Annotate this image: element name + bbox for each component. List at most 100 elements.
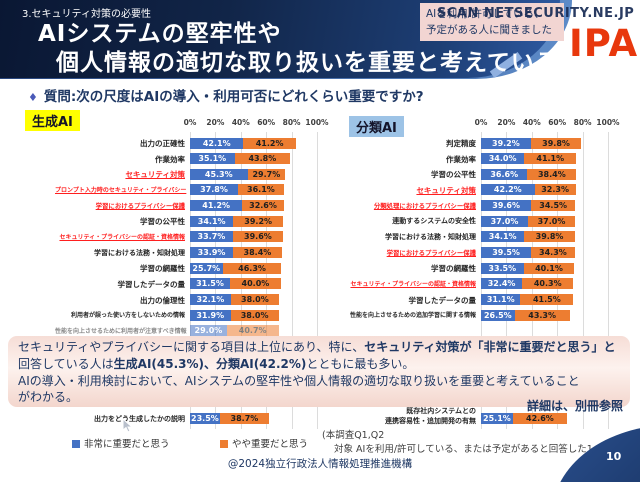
chart-row-label-line: 分類処理におけるプライバシー保護 <box>373 201 476 210</box>
summary-text-run: セキュリティ対策が「非常に重要だと思う」と <box>364 340 616 354</box>
axis-tick-label: 0% <box>474 118 488 127</box>
bar-somewhat-important: 36.1% <box>238 184 284 196</box>
chart-row-label-line: 利用者が誤った使い方をしないための情報 <box>70 312 185 320</box>
bar-very-important: 41.2% <box>190 200 243 212</box>
bar-very-important: 31.5% <box>190 278 230 290</box>
bar-somewhat-important: 40.3% <box>522 278 574 290</box>
legend-swatch-somewhat-icon <box>220 440 228 448</box>
bar-very-important: 45.3% <box>190 168 248 180</box>
chart-row-label-line: 学習におけるプライバシー保護 <box>386 248 476 257</box>
chart-row-label-line: 学習における法務・知財処理 <box>94 248 185 257</box>
chart-row-label-line: 学習の網羅性 <box>140 264 185 274</box>
bar-somewhat-important: 40.0% <box>230 278 281 290</box>
chart-row-label: 作業効率 <box>55 155 185 165</box>
bar-very-important: 33.5% <box>481 262 524 274</box>
footer-copyright: @2024独立行政法人情報処理推進機構 <box>227 458 413 470</box>
bar-very-important: 32.4% <box>481 278 523 290</box>
chart-row-label-line: 連動するシステムの安全性 <box>392 217 476 226</box>
page-number: 10 <box>606 450 622 463</box>
bar-somewhat-important: 40.1% <box>523 262 575 274</box>
bar-very-important: 31.9% <box>190 309 231 321</box>
chart-row-label-line: 連携容易性・追加開発の有無 <box>385 416 476 425</box>
summary-text-run: セキュリティやプライバシーに関する項目は上位にあり、特に、 <box>18 340 365 354</box>
bar-somewhat-important: 43.8% <box>234 153 291 165</box>
watermark: SCAN NETSECURITY.NE.JP <box>437 6 635 21</box>
summary-text-run: とともに最も多い。 <box>306 356 415 371</box>
bar-somewhat-important: 29.7% <box>247 168 286 180</box>
summary-text-run: AIの導入・利用検討において、AIシステムの堅牢性や個人情報の適切な取り扱いを重… <box>18 373 580 388</box>
summary-text-run: 回答している人は <box>18 356 114 371</box>
chart-row-label-line: 出力をどう生成したかの説明 <box>94 414 185 423</box>
bar-somewhat-important: 38.7% <box>219 413 269 424</box>
chart-row-label-line: セキュリティ対策 <box>125 170 185 180</box>
chart-row-label: 利用者が誤った使い方をしないための情報 <box>55 311 185 321</box>
axis-tick-label: 60% <box>257 118 276 127</box>
chart-row-label: 作業効率 <box>346 155 476 165</box>
chart-row-label-line: 既存社内システムとの <box>406 407 476 415</box>
gridline <box>582 132 584 429</box>
legend-label-somewhat: やや重要だと思う <box>232 439 309 450</box>
chart-row-label: 性能を向上させるために利用者が注意すべき情報 <box>55 327 187 337</box>
bar-very-important: 29.0% <box>190 325 227 337</box>
legend-swatch-very-icon <box>72 440 80 448</box>
chart-row-label: 学習における法務・知財処理 <box>346 233 476 243</box>
chart-row-label-line: 性能を向上させるための追加学習に関する情報 <box>349 312 476 320</box>
chart-row-label-line: 性能を向上させるために利用者が注意すべき情報 <box>55 327 187 335</box>
bar-somewhat-important: 37.0% <box>527 215 575 227</box>
chart-row-label: 学習の公平性 <box>346 170 476 180</box>
chart-row-label: 学習の網羅性 <box>346 264 476 274</box>
chart-row-label-line: 判定精度 <box>446 139 476 148</box>
bar-somewhat-important: 41.2% <box>243 137 296 149</box>
label-classification-ai: 分類AI <box>349 116 404 137</box>
bar-somewhat-important: 39.6% <box>232 231 284 243</box>
chart-row-label-line: 作業効率 <box>155 154 185 164</box>
bar-very-important: 42.2% <box>481 184 535 196</box>
chart-row-label-line: セキュリティ・プライバシーの認証・資格情報 <box>350 280 476 288</box>
summary-callout: セキュリティやプライバシーに関する項目は上位にあり、特に、セキュリティ対策が「非… <box>8 336 630 407</box>
chart-row-label: 出力をどう生成したかの説明 <box>55 415 185 425</box>
chart-row-label: 連動するシステムの安全性 <box>346 217 476 227</box>
bar-very-important: 33.9% <box>190 247 234 259</box>
detail-note: 詳細は、別冊参照 <box>527 399 624 413</box>
bar-somewhat-important: 39.8% <box>524 231 575 243</box>
bar-somewhat-important: 32.6% <box>242 200 284 212</box>
label-generative-ai: 生成AI <box>25 110 80 131</box>
ipa-logo: IPA <box>569 22 639 65</box>
chart-row-label-line: セキュリティ・プライバシーの認証・資格情報 <box>59 233 185 241</box>
bar-somewhat-important: 41.5% <box>520 294 574 305</box>
chart-row-label-line: 学習の網羅性 <box>431 264 476 274</box>
question-line: ♦ 質問:次の尺度はAIの導入・利用可否にどれくらい重要ですか? <box>28 85 424 105</box>
chart-row-label: プロンプト入力時のセキュリティ・プライバシー <box>55 186 187 196</box>
chart-row-label: セキュリティ・プライバシーの認証・資格情報 <box>346 280 476 290</box>
bar-very-important: 39.2% <box>481 137 531 149</box>
axis-tick-label: 20% <box>206 118 225 127</box>
bar-very-important: 37.8% <box>190 184 238 196</box>
bar-very-important: 31.1% <box>481 294 521 305</box>
chart-row-label: 性能を向上させるための追加学習に関する情報 <box>346 311 476 321</box>
chart-row-label: 出力の正確性 <box>55 139 185 149</box>
chart-row-label: 学習におけるプライバシー保護 <box>55 202 185 212</box>
chart-row-label-line: セキュリティ対策 <box>416 185 476 195</box>
chart-row-label-line: 学習の公平性 <box>431 170 476 180</box>
legend-item-somewhat-important: やや重要だと思う <box>220 436 308 450</box>
bar-somewhat-important: 41.1% <box>524 153 577 165</box>
slide-title-line2: 個人情報の適切な取り扱いを重要と考えている <box>56 50 559 76</box>
bar-very-important: 32.1% <box>190 294 231 305</box>
survey-note-line1: (本調査Q1,Q2 <box>322 430 385 441</box>
chart-row-label: 学習におけるプライバシー保護 <box>346 249 476 259</box>
chart-row-label: 学習したデータの量 <box>346 295 477 306</box>
bar-very-important: 26.5% <box>481 309 515 321</box>
bar-somewhat-important: 46.3% <box>222 262 282 274</box>
axis-tick-label: 20% <box>497 118 516 127</box>
bar-somewhat-important: 38.4% <box>233 247 282 259</box>
chart-row-label-line: 出力の正確性 <box>140 139 185 148</box>
chart-row-label: 学習の公平性 <box>55 217 185 227</box>
axis-tick-label: 100% <box>596 118 620 127</box>
bar-somewhat-important: 39.2% <box>233 215 284 227</box>
chart-row-label-line: 学習したデータの量 <box>408 295 477 305</box>
chart-row-label-line: プロンプト入力時のセキュリティ・プライバシー <box>55 186 187 194</box>
bar-very-important: 33.7% <box>190 231 233 243</box>
